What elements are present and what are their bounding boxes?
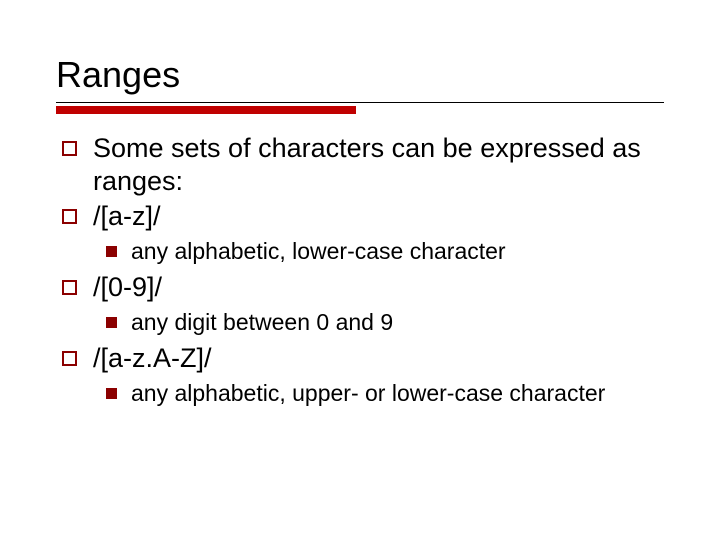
bullet-open-icon — [62, 351, 77, 366]
title-rule-thick — [56, 106, 356, 114]
slide: Ranges Some sets of characters can be ex… — [0, 0, 720, 540]
list-item: /[a-z.A-Z]/ — [62, 342, 664, 375]
bullet-open-icon — [62, 209, 77, 224]
title-rule-thin — [56, 102, 664, 103]
bullet-open-icon — [62, 280, 77, 295]
bullet-filled-icon — [106, 317, 117, 328]
bullet-open-icon — [62, 141, 77, 156]
list-item-text: Some sets of characters can be expressed… — [93, 132, 664, 198]
list-item: any alphabetic, upper- or lower-case cha… — [106, 379, 664, 407]
list-item-text: any digit between 0 and 9 — [131, 308, 664, 336]
list-item: Some sets of characters can be expressed… — [62, 132, 664, 198]
list-item-text: /[0-9]/ — [93, 271, 664, 304]
list-item-text: /[a-z.A-Z]/ — [93, 342, 664, 375]
list-item: any alphabetic, lower-case character — [106, 237, 664, 265]
list-item: any digit between 0 and 9 — [106, 308, 664, 336]
list-item: /[a-z]/ — [62, 200, 664, 233]
list-item: /[0-9]/ — [62, 271, 664, 304]
slide-title: Ranges — [56, 54, 664, 96]
list-item-text: /[a-z]/ — [93, 200, 664, 233]
bullet-filled-icon — [106, 388, 117, 399]
list-item-text: any alphabetic, upper- or lower-case cha… — [131, 379, 664, 407]
list-item-text: any alphabetic, lower-case character — [131, 237, 664, 265]
bullet-filled-icon — [106, 246, 117, 257]
slide-content: Some sets of characters can be expressed… — [56, 132, 664, 407]
